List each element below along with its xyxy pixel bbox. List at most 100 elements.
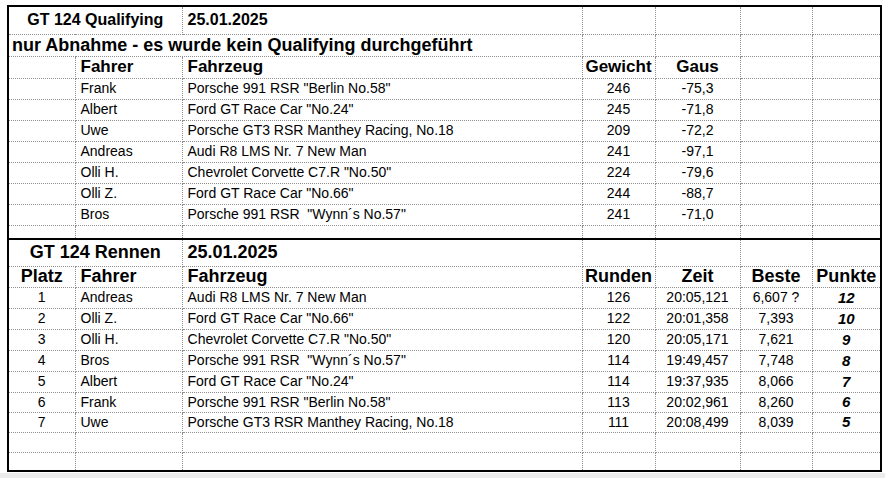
empty-cell [582, 34, 655, 56]
empty-cell [812, 452, 881, 471]
best-lap-cell: 7,748 [740, 350, 812, 371]
empty-cell [582, 452, 655, 471]
race-row: 5 Albert Ford GT Race Car "No.24" 114 19… [8, 371, 881, 392]
car-cell: Ford GT Race Car "No.66" [182, 308, 582, 329]
time-cell: 20:08,499 [655, 412, 740, 432]
position-cell: 7 [8, 412, 75, 432]
race-row: 1 Andreas Audi R8 LMS Nr. 7 New Man 126 … [8, 287, 881, 308]
race-header-fahrer: Fahrer [75, 266, 182, 287]
gaus-cell: -88,7 [655, 183, 740, 204]
laps-cell: 120 [582, 329, 655, 350]
race-row: 6 Frank Porsche 991 RSR "Berlin No.58" 1… [8, 392, 881, 412]
empty-cell [655, 432, 740, 452]
empty-cell [582, 432, 655, 452]
spreadsheet-area: GT 124 Qualifying 25.01.2025 nur Abnahme… [7, 5, 882, 472]
time-cell: 19:49,457 [655, 350, 740, 371]
empty-cell [812, 56, 881, 78]
weight-cell: 244 [582, 183, 655, 204]
driver-cell: Olli H. [75, 329, 182, 350]
laps-cell: 122 [582, 308, 655, 329]
qualifying-row: Uwe Porsche GT3 RSR Manthey Racing, No.1… [8, 120, 881, 141]
empty-cell [812, 34, 881, 56]
laps-cell: 114 [582, 350, 655, 371]
empty-cell [812, 183, 881, 204]
car-cell: Porsche 991 RSR "Berlin No.58" [182, 78, 582, 99]
points-cell: 6 [812, 392, 881, 412]
car-cell: Porsche 991 RSR "Wynn´s No.57" [182, 350, 582, 371]
gaus-cell: -75,3 [655, 78, 740, 99]
driver-cell: Bros [75, 350, 182, 371]
race-header-runden: Runden [582, 266, 655, 287]
empty-cell [8, 204, 75, 225]
empty-cell [8, 78, 75, 99]
spacer-row [8, 225, 881, 239]
qualifying-table: GT 124 Qualifying 25.01.2025 nur Abnahme… [7, 5, 882, 240]
weight-cell: 209 [582, 120, 655, 141]
empty-cell [812, 120, 881, 141]
driver-cell: Albert [75, 371, 182, 392]
car-cell: Chevrolet Corvette C7.R "No.50" [182, 162, 582, 183]
empty-cell [812, 239, 881, 266]
best-lap-cell: 6,607 ? [740, 287, 812, 308]
race-row: 3 Olli H. Chevrolet Corvette C7.R "No.50… [8, 329, 881, 350]
empty-cell [812, 78, 881, 99]
empty-cell [812, 162, 881, 183]
empty-cell [8, 99, 75, 120]
empty-cell [812, 204, 881, 225]
empty-cell [655, 34, 740, 56]
race-title: GT 124 Rennen [8, 239, 182, 266]
race-header-punkte: Punkte [812, 266, 881, 287]
empty-cell [8, 120, 75, 141]
best-lap-cell: 8,260 [740, 392, 812, 412]
empty-cell [582, 239, 655, 266]
qualifying-row: Albert Ford GT Race Car "No.24" 245 -71,… [8, 99, 881, 120]
laps-cell: 113 [582, 392, 655, 412]
qualifying-row: Olli H. Chevrolet Corvette C7.R "No.50" … [8, 162, 881, 183]
car-cell: Audi R8 LMS Nr. 7 New Man [182, 287, 582, 308]
points-cell: 10 [812, 308, 881, 329]
driver-cell: Frank [75, 392, 182, 412]
race-row: 4 Bros Porsche 991 RSR "Wynn´s No.57" 11… [8, 350, 881, 371]
race-title-row: GT 124 Rennen 25.01.2025 [8, 239, 881, 266]
empty-cell [582, 225, 655, 239]
time-cell: 20:05,121 [655, 287, 740, 308]
time-cell: 20:05,171 [655, 329, 740, 350]
empty-cell [8, 56, 75, 78]
race-table: GT 124 Rennen 25.01.2025 Platz Fahrer Fa… [7, 238, 882, 472]
weight-cell: 241 [582, 141, 655, 162]
empty-cell [812, 6, 881, 34]
gaus-cell: -71,0 [655, 204, 740, 225]
empty-cell [740, 162, 812, 183]
empty-cell [8, 432, 75, 452]
empty-cell [182, 452, 582, 471]
position-cell: 6 [8, 392, 75, 412]
points-cell: 5 [812, 412, 881, 432]
empty-cell [812, 141, 881, 162]
driver-cell: Olli Z. [75, 183, 182, 204]
best-lap-cell: 8,066 [740, 371, 812, 392]
empty-cell [740, 6, 812, 34]
empty-cell [655, 6, 740, 34]
spacer-row [8, 452, 881, 471]
race-header-zeit: Zeit [655, 266, 740, 287]
best-lap-cell: 8,039 [740, 412, 812, 432]
qualifying-header-fahrzeug: Fahrzeug [182, 56, 582, 78]
empty-cell [740, 34, 812, 56]
qualifying-date: 25.01.2025 [182, 6, 582, 34]
gaus-cell: -97,1 [655, 141, 740, 162]
qualifying-header-gewicht: Gewicht [582, 56, 655, 78]
car-cell: Porsche GT3 RSR Manthey Racing, No.18 [182, 120, 582, 141]
gaus-cell: -79,6 [655, 162, 740, 183]
race-header-platz: Platz [8, 266, 75, 287]
empty-cell [182, 225, 582, 239]
empty-cell [740, 183, 812, 204]
empty-cell [182, 432, 582, 452]
race-header-beste: Beste [740, 266, 812, 287]
race-row: 7 Uwe Porsche GT3 RSR Manthey Racing, No… [8, 412, 881, 432]
weight-cell: 245 [582, 99, 655, 120]
weight-cell: 224 [582, 162, 655, 183]
car-cell: Chevrolet Corvette C7.R "No.50" [182, 329, 582, 350]
empty-cell [655, 239, 740, 266]
points-cell: 9 [812, 329, 881, 350]
empty-cell [740, 432, 812, 452]
